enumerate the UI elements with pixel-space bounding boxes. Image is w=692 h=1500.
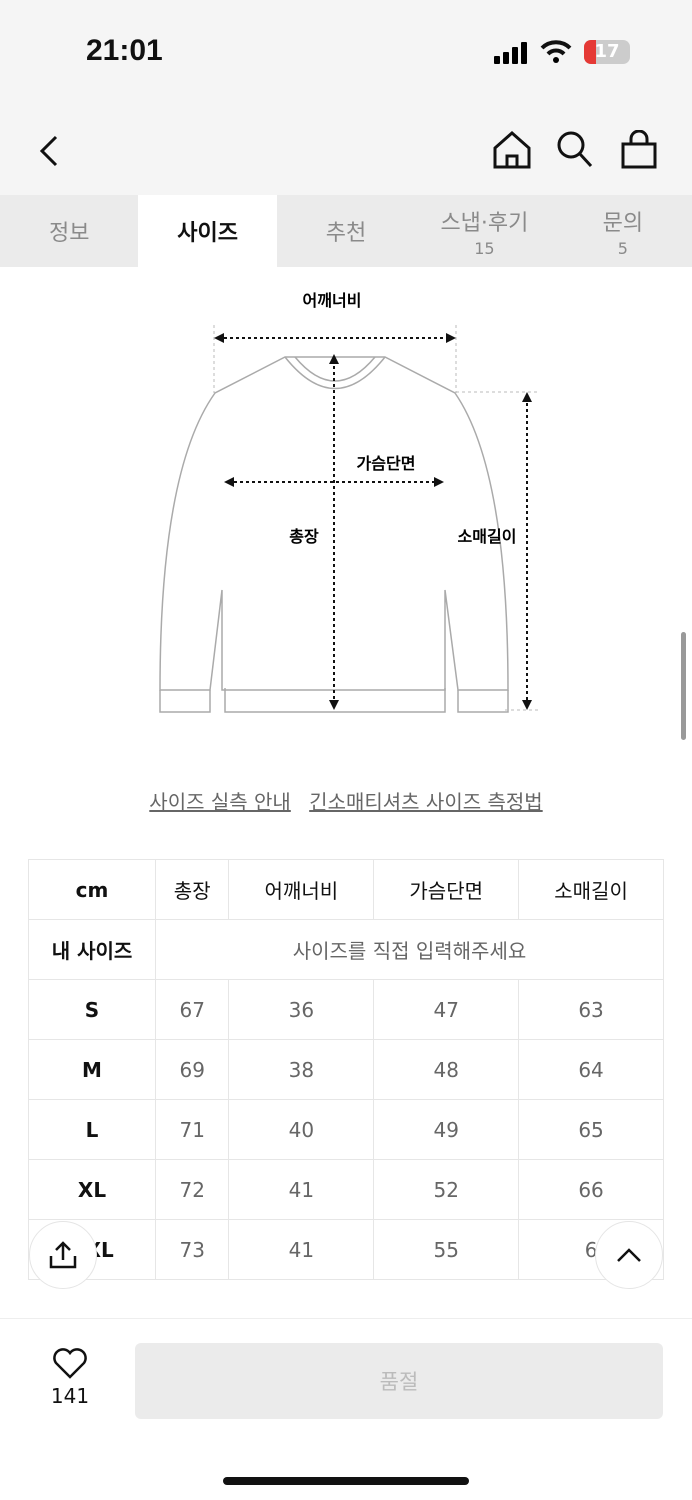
header-cell: cm xyxy=(28,859,156,920)
share-button[interactable] xyxy=(29,1221,97,1289)
size-value: 69 xyxy=(154,1039,230,1100)
chevron-up-icon xyxy=(617,1248,641,1262)
tab-reviews[interactable]: 스냅·후기 15 xyxy=(415,195,553,267)
label-chest: 가슴단면 xyxy=(357,454,416,473)
size-value: 38 xyxy=(228,1039,375,1100)
header-cell: 소매길이 xyxy=(518,859,664,920)
header-cell: 가슴단면 xyxy=(373,859,520,920)
tab-count: 15 xyxy=(474,238,495,258)
scroll-top-button[interactable] xyxy=(595,1221,663,1289)
size-value: 49 xyxy=(373,1099,520,1160)
home-icon[interactable] xyxy=(492,130,532,170)
like-button[interactable]: 141 xyxy=(40,1347,100,1408)
label-length: 총장 xyxy=(289,527,319,546)
status-bar: 21:01 17 xyxy=(0,0,692,100)
size-value: 41 xyxy=(228,1159,375,1220)
like-count: 141 xyxy=(50,1384,90,1408)
size-value: 41 xyxy=(228,1219,375,1280)
label-shoulder: 어깨너비 xyxy=(303,291,362,310)
size-value: 63 xyxy=(518,979,664,1040)
table-header: cm 총장 어깨너비 가슴단면 소매길이 xyxy=(28,859,664,920)
size-guide-link[interactable]: 사이즈 실측 안내 xyxy=(149,790,291,814)
battery-level: 17 xyxy=(594,41,620,62)
size-value: 52 xyxy=(373,1159,520,1220)
back-icon[interactable] xyxy=(36,134,64,168)
measure-method-link[interactable]: 긴소매티셔츠 사이즈 측정법 xyxy=(309,790,543,814)
bag-icon[interactable] xyxy=(620,130,658,170)
header-cell: 총장 xyxy=(154,859,230,920)
size-value: 48 xyxy=(373,1039,520,1100)
size-value: 55 xyxy=(373,1219,520,1280)
table-row: XL 72 41 52 66 xyxy=(28,1159,664,1220)
tab-label: 스냅·후기 xyxy=(440,210,529,236)
size-value: 36 xyxy=(228,979,375,1040)
sold-out-button[interactable]: 품절 xyxy=(135,1343,663,1419)
size-table: cm 총장 어깨너비 가슴단면 소매길이 내 사이즈 사이즈를 직접 입력해주세… xyxy=(28,859,664,1280)
tab-label: 추천 xyxy=(325,221,367,246)
tab-label: 정보 xyxy=(48,221,90,246)
label-sleeve: 소매길이 xyxy=(458,527,517,546)
size-value: 64 xyxy=(518,1039,664,1100)
size-label: L xyxy=(28,1099,156,1160)
table-row: L 71 40 49 65 xyxy=(28,1099,664,1160)
size-value: 71 xyxy=(154,1099,230,1160)
home-indicator xyxy=(223,1477,469,1485)
size-value: 73 xyxy=(154,1219,230,1280)
wifi-icon xyxy=(540,40,572,63)
top-nav xyxy=(0,100,692,195)
tab-size[interactable]: 사이즈 xyxy=(138,195,277,267)
my-size-input[interactable]: 사이즈를 직접 입력해주세요 xyxy=(155,919,664,980)
size-label: M xyxy=(28,1039,156,1100)
header-cell: 어깨너비 xyxy=(228,859,375,920)
size-value: 47 xyxy=(373,979,520,1040)
tab-recommend[interactable]: 추천 xyxy=(277,195,415,267)
battery-icon: 17 xyxy=(584,40,630,64)
size-value: 72 xyxy=(154,1159,230,1220)
size-label: XL xyxy=(28,1159,156,1220)
size-value: 40 xyxy=(228,1099,375,1160)
tab-label: 문의 xyxy=(602,210,644,236)
scrollbar[interactable] xyxy=(681,632,686,740)
tab-count: 5 xyxy=(617,238,628,258)
my-size-label: 내 사이즈 xyxy=(28,919,156,980)
tab-info[interactable]: 정보 xyxy=(0,195,138,267)
size-value: 65 xyxy=(518,1099,664,1160)
table-row: XXL7341556 xyxy=(28,1219,664,1280)
size-value: 66 xyxy=(518,1159,664,1220)
share-icon xyxy=(49,1241,77,1269)
table-row: S 67 36 47 63 xyxy=(28,979,664,1040)
search-icon[interactable] xyxy=(556,130,594,170)
size-label: S xyxy=(28,979,156,1040)
size-value: 67 xyxy=(154,979,230,1040)
size-diagram: 어깨너비 가슴단면 총장 소매길이 xyxy=(159,291,538,713)
signal-icon xyxy=(494,42,527,64)
table-row: M 69 38 48 64 xyxy=(28,1039,664,1100)
product-tabs: 정보 사이즈 추천 스냅·후기 15 문의 5 xyxy=(0,195,692,267)
tab-label: 사이즈 xyxy=(177,221,238,246)
heart-icon xyxy=(53,1348,87,1379)
clock: 21:01 xyxy=(86,34,163,67)
my-size-row: 내 사이즈 사이즈를 직접 입력해주세요 xyxy=(28,919,664,980)
tab-qna[interactable]: 문의 5 xyxy=(554,195,692,267)
size-links: 사이즈 실측 안내 긴소매티셔츠 사이즈 측정법 xyxy=(0,786,692,815)
bottom-bar: 141 품절 xyxy=(0,1318,692,1500)
